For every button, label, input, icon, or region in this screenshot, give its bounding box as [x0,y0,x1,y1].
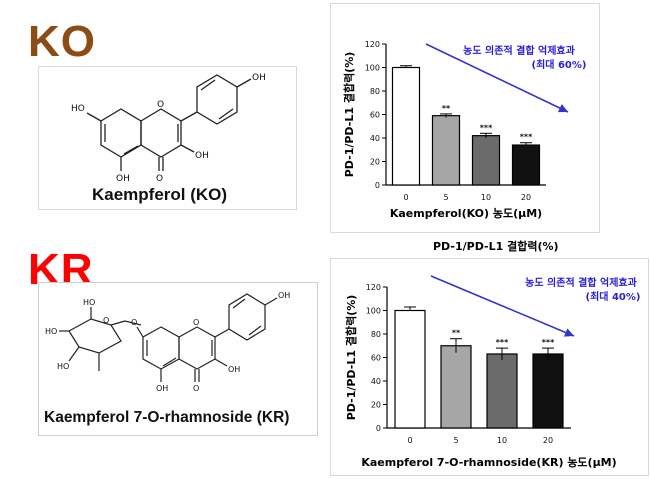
kr-ho-2: HO [57,362,69,371]
kr-oh-top: OH [278,291,290,300]
kr-chart-panel: 0 20 40 60 80 100 120 PD-1/PD-L1 결합력(%) 0 5 ** 10 **… [330,258,649,476]
kr-oh-bottom: OH [156,384,168,393]
kr-x-tick-label: 0 [407,436,412,445]
kr-o-sugar: O [103,316,109,325]
kr-bar-20 [532,353,564,429]
ko-o-carbonyl: O [156,174,163,184]
ko-label: KO [28,17,96,66]
ko-annotation-line2: (최대 60%) [532,58,587,71]
ko-y-tick-label: 60 [370,111,380,120]
kr-y-tick-label: 0 [376,424,381,433]
ko-y-tick-label: 20 [370,158,380,167]
ko-x-label: Kaempferol(KO) 농도(μM) [390,207,542,220]
ko-y-tick-label: 80 [370,87,380,96]
kr-x-tick-label: 20 [543,436,553,445]
between-chart-title: PD-1/PD-L1 결합력(%) [433,240,559,253]
kr-bar-10 [486,353,518,429]
ko-significance: *** [480,123,493,132]
ko-y-label: PD-1/PD-L1 결합력(%) [342,52,356,178]
kr-structure-panel: HO HO HO O O O O OH OH OH [38,282,318,436]
kr-o-ring: O [193,318,199,327]
kr-trend-arrow [430,275,575,337]
kaempferol-rhamnoside-structure: HO HO HO O O O O OH OH OH [45,291,290,393]
kr-y-tick-label: 100 [366,307,381,316]
ko-annotation-line1: 농도 의존적 결합 억제효과 [463,44,575,57]
ko-significance: ** [442,104,451,113]
ko-y-tick-label: 120 [365,40,380,49]
kr-y-tick-label: 120 [366,283,381,292]
kr-y-tick-label: 60 [371,354,381,363]
kr-annotation-line1: 농도 의존적 결합 억제효과 [525,276,637,289]
ko-oh-right: OH [195,151,209,161]
ko-ho-left: HO [71,104,85,114]
ko-bar-5 [431,115,461,186]
kr-y-tick-label: 80 [371,330,381,339]
ko-significance: *** [520,133,533,142]
kr-y-tick-label: 40 [371,377,381,386]
ko-structure-panel: HO OH OH OH O O [38,66,297,210]
kr-significance: *** [542,338,555,347]
ko-y-tick-label: 0 [375,181,380,190]
ko-x-tick-label: 5 [443,193,448,202]
ko-bar-20 [511,144,541,186]
kr-significance: *** [496,338,509,347]
kr-y-tick-label: 20 [371,401,381,410]
kr-ho-3: HO [83,298,95,307]
kr-bar-chart: 0 20 40 60 80 100 120 PD-1/PD-L1 결합력(%) 0 5 ** 10 **… [344,275,641,469]
ko-compound-name: Kaempferol (KO) [92,185,228,204]
kaempferol-structure: HO OH OH OH O O [71,73,266,184]
kr-bar-0 [394,309,426,429]
ko-y-tick-label: 100 [365,64,380,73]
kr-y-label: PD-1/PD-L1 결합력(%) [344,295,358,421]
ko-oh-top: OH [252,73,266,83]
kr-annotation-line2: (최대 40%) [586,290,641,303]
ko-y-tick-label: 40 [370,134,380,143]
ko-axes: 0 20 40 60 80 100 120 [365,40,546,190]
ko-bar-0 [391,66,421,186]
ko-x-tick-label: 20 [521,193,531,202]
ko-trend-arrow [425,43,569,113]
ko-oh-bottom: OH [116,174,130,184]
kr-x-label: Kaempferol 7-O-rhamnoside(KR) 농도(μM) [361,456,616,469]
kr-o-link: O [131,318,137,327]
kr-oh-right: OH [228,365,240,374]
ko-bar-chart: 0 20 40 60 80 100 120 PD-1/PD-L1 결합력(%) 0 5 ** 10 **… [342,40,587,220]
kr-ho-1: HO [45,327,57,336]
ko-o-ring: O [157,100,164,110]
ko-chart-panel: 0 20 40 60 80 100 120 PD-1/PD-L1 결합력(%) 0 5 ** 10 **… [330,3,600,233]
ko-x-tick-label: 0 [403,193,408,202]
kr-bar-5 [440,345,472,429]
kr-o-carbonyl: O [193,384,199,393]
kr-significance: ** [452,329,461,338]
kr-compound-name: Kaempferol 7-O-rhamnoside (KR) [44,409,290,426]
ko-x-tick-label: 10 [481,193,491,202]
kr-x-tick-label: 5 [453,436,458,445]
kr-x-tick-label: 10 [497,436,507,445]
ko-bar-10 [471,135,501,186]
